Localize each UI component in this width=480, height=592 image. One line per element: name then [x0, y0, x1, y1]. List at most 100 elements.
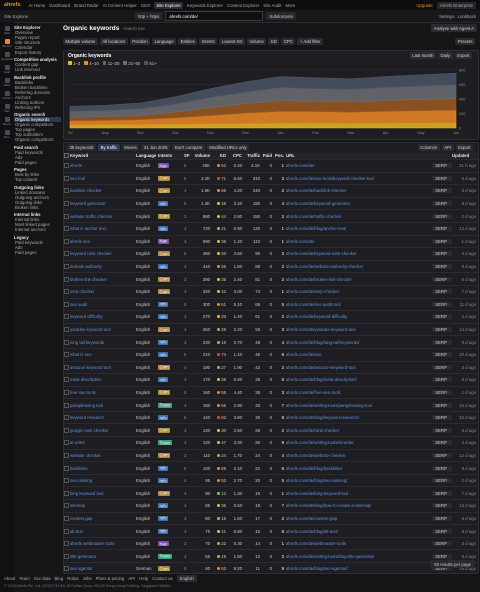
url[interactable]: ahrefs.com/de/serp-checker [286, 289, 340, 295]
url[interactable]: ahrefs.com/de/traffic-checker [286, 213, 342, 219]
checkbox[interactable] [64, 515, 69, 521]
checkbox[interactable] [64, 163, 69, 169]
side-item[interactable]: Export history [15, 49, 42, 55]
keyword[interactable]: ahrefs [70, 163, 82, 169]
footer-link[interactable]: Jobs [82, 576, 92, 581]
keyword[interactable]: serp checker [70, 289, 95, 295]
keyword[interactable]: keyword generator [70, 201, 106, 207]
side-item[interactable]: Linking authors [15, 99, 45, 105]
checkbox[interactable] [64, 427, 69, 433]
checkbox[interactable] [64, 478, 69, 484]
keyword[interactable]: keyword difficulty [70, 314, 103, 320]
checkbox[interactable] [64, 175, 69, 181]
checkbox[interactable] [64, 188, 69, 194]
keyword[interactable]: website traffic checker [70, 213, 113, 219]
keyword[interactable]: seo tool [70, 175, 86, 181]
checkbox[interactable] [64, 226, 69, 232]
footer-link[interactable]: Team [19, 576, 30, 581]
serp-button[interactable]: SERP [432, 427, 452, 433]
footer-link[interactable]: Contact us [152, 576, 173, 581]
legend-item[interactable]: 51+ [144, 61, 157, 66]
filter-pill[interactable]: Entities [178, 37, 198, 45]
keyword[interactable]: content gap [70, 515, 93, 521]
url[interactable]: ahrefs.com/de/broken-link-checker [286, 276, 352, 282]
checkbox[interactable] [64, 528, 69, 534]
legend-item[interactable]: 1–3 [68, 61, 80, 66]
url[interactable]: ahrefs.com/de/seo-tools/keyword-checker-… [286, 175, 374, 181]
serp-button[interactable]: SERP [432, 566, 452, 572]
serp-button[interactable]: SERP [432, 478, 452, 484]
serp-button[interactable]: SERP [432, 188, 452, 194]
keyword[interactable]: meta description [70, 377, 102, 383]
side-item[interactable]: Calendar [15, 44, 33, 50]
url[interactable]: ahrefs.com/de/website-authority-checker [286, 264, 364, 270]
checkbox[interactable] [64, 452, 69, 458]
url[interactable]: ahrefs.com/de/blog/seo-ranking/ [286, 478, 348, 484]
side-item[interactable]: Organic keywords [14, 117, 61, 122]
serp-button[interactable]: SERP [432, 553, 452, 559]
serp-button[interactable]: SERP [432, 251, 452, 257]
serp-button[interactable]: SERP [432, 528, 452, 534]
rail-label[interactable]: Dash [3, 32, 11, 35]
filter-pill[interactable]: + Add filter [297, 37, 323, 45]
column-header[interactable]: Language [136, 153, 157, 158]
serp-button[interactable]: SERP [432, 264, 452, 270]
filter-pill[interactable]: CPC [281, 37, 296, 45]
checkbox[interactable] [64, 264, 69, 270]
rail-label[interactable]: Report [3, 123, 11, 126]
keyword[interactable]: ahrefs seo [70, 238, 91, 244]
column-header[interactable]: Volume [194, 153, 210, 158]
toolbar-item[interactable]: 35 keywords [67, 144, 97, 151]
checkbox[interactable] [64, 301, 69, 307]
rail-label[interactable]: Content [2, 97, 12, 100]
side-item[interactable]: Organic competitors [15, 122, 54, 127]
keyword[interactable]: google rank checker [70, 427, 109, 433]
footer-link[interactable]: API [128, 576, 136, 581]
legend-item[interactable]: 21–50 [123, 61, 140, 66]
serp-button[interactable]: SERP [432, 452, 452, 458]
checkbox[interactable] [64, 289, 69, 295]
keyword[interactable]: bing keyword tool [70, 490, 104, 496]
url[interactable]: ahrefs.com/de/writing-tools/ai-writer [286, 440, 354, 446]
footer-link[interactable]: Robot [67, 576, 79, 581]
url[interactable]: ahrefs.com/de/backlink-checker [286, 188, 347, 194]
serp-button[interactable]: SERP [432, 352, 452, 358]
nav-item[interactable]: AI Content Helper [102, 2, 137, 8]
toolbar-button[interactable]: Columns [417, 144, 440, 151]
serp-button[interactable]: SERP [432, 289, 452, 295]
checkbox[interactable] [64, 566, 69, 572]
side-item[interactable]: Internal links [15, 217, 40, 222]
nav-item[interactable]: Brand Radar [74, 2, 99, 8]
nav-item[interactable]: Dashboard [49, 2, 71, 8]
rail-label[interactable]: Site Exp [2, 45, 12, 48]
side-item[interactable]: Paid pages [15, 159, 37, 165]
url[interactable]: ahrefs.com/de/writing-tools/blog-title-g… [286, 553, 375, 559]
side-item[interactable]: Outgoing links [15, 199, 43, 205]
keyword[interactable]: backlink checker [70, 188, 102, 194]
serp-button[interactable]: SERP [432, 503, 452, 509]
side-item[interactable]: Referring IPs [15, 104, 41, 110]
keyword[interactable]: seo ranking [70, 478, 93, 484]
side-item[interactable]: Top subfolders [15, 132, 43, 137]
side-item[interactable]: Organic competitors [15, 137, 54, 142]
nav-item[interactable]: AI Home [28, 2, 46, 8]
presets[interactable]: Presets [455, 37, 475, 45]
serp-button[interactable]: SERP [432, 327, 452, 333]
keyword[interactable]: sitemap [70, 503, 86, 509]
toolbar-item[interactable]: 21 Jun 2025 [141, 144, 171, 151]
side-item[interactable]: Best by links [15, 172, 40, 177]
side-item[interactable]: Paid keywords [15, 149, 43, 155]
serp-button[interactable]: SERP [432, 389, 452, 395]
url[interactable]: ahrefs.com/de/seo [286, 352, 322, 358]
checkbox[interactable] [64, 503, 69, 509]
url[interactable]: ahrefs.com/de/youtube-keyword-tool [286, 327, 356, 333]
toolbar-item[interactable]: By traffic [98, 144, 120, 151]
checkbox[interactable] [64, 490, 69, 496]
side-item[interactable]: Content gap [15, 62, 39, 67]
serp-button[interactable]: SERP [432, 339, 452, 345]
serp-button[interactable]: SERP [432, 465, 452, 471]
keyword[interactable]: keyword research [70, 415, 104, 421]
filter-pill[interactable]: Lowest KD [219, 37, 245, 45]
side-item[interactable]: Backlinks [15, 79, 34, 85]
toolbar-button[interactable]: Export [455, 144, 473, 151]
